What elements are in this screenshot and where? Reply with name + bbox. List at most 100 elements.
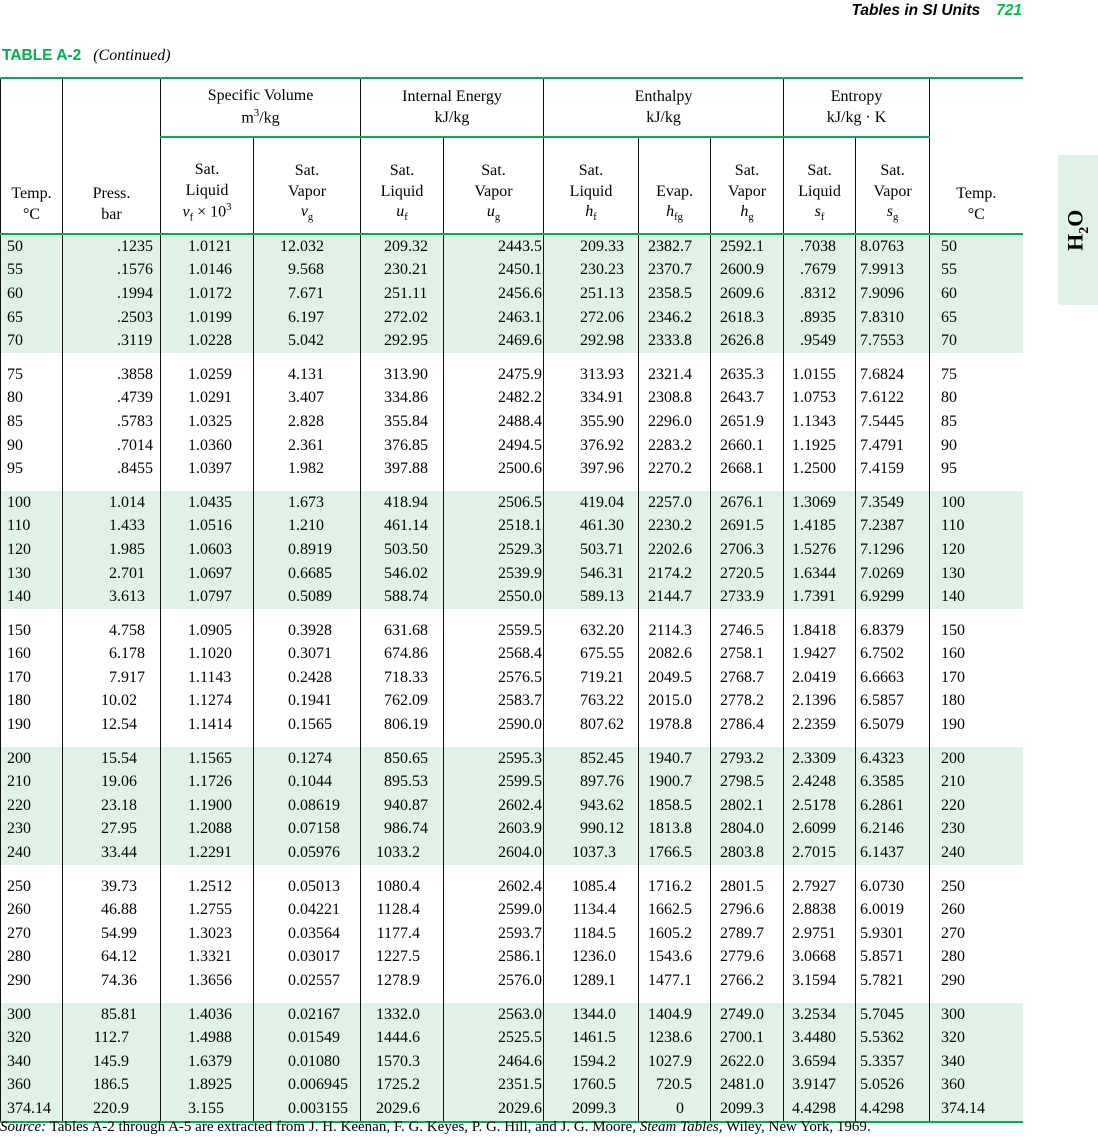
cell-hf: 943.62	[543, 794, 639, 818]
gap-cell	[360, 864, 444, 875]
cell-hf: 397.96	[543, 457, 639, 481]
cell-uf: 418.94	[360, 490, 444, 515]
gap-cell	[710, 992, 784, 1003]
cell-hfg: 2296.0	[638, 410, 711, 434]
cell-hf: 1289.1	[543, 969, 639, 993]
cell-vg: 0.3071	[253, 642, 361, 667]
col-header-pressure: Press. bar	[62, 78, 161, 235]
table-row: 160 6.178 1.1020 0.3071 674.86 2568.4 675.55 20…	[1, 642, 1023, 667]
cell-uf: 1278.9	[360, 969, 444, 993]
cell-hfg: 2114.3	[638, 618, 711, 643]
cell-hfg: 2382.7	[638, 234, 711, 259]
sub-header-hf: Sat. Liquid hf	[543, 137, 639, 235]
cell-vg: 12.032	[253, 234, 361, 259]
cell-sf: .8935	[783, 305, 856, 330]
cell-vf: 1.0146	[160, 258, 254, 283]
cell-temp-right: 300	[929, 1002, 1023, 1027]
cell-hg: 2720.5	[710, 561, 784, 586]
cell-ug: 2494.5	[442, 433, 544, 458]
cell-uf: 2029.6	[360, 1097, 444, 1122]
press-unit: bar	[101, 205, 122, 223]
gap-cell	[442, 736, 544, 747]
gap-cell	[638, 352, 711, 363]
cell-temp-left: 110	[0, 514, 63, 539]
gap-cell	[929, 736, 1023, 747]
table-row: 150 4.758 1.0905 0.3928 631.68 2559.5 632.20 21…	[1, 618, 1023, 643]
cell-vf: 1.0360	[160, 433, 254, 458]
cell-temp-right: 65	[929, 305, 1023, 330]
cell-vg: 0.8919	[253, 538, 361, 562]
cell-vf: 1.0603	[160, 538, 254, 562]
group-header-entropy: Entropy kJ/kg · K	[783, 78, 930, 138]
cell-ug: 2550.0	[442, 585, 544, 609]
cell-hfg: 1940.7	[638, 746, 711, 771]
cell-hg: 2803.8	[710, 841, 784, 865]
table-row: 100 1.014 1.0435 1.673 418.94 2506.5 419.04 225…	[0, 490, 1023, 515]
cell-pressure: 1.433	[62, 514, 161, 539]
cell-hf: 313.93	[543, 362, 639, 387]
cell-vg: 0.006945	[253, 1073, 361, 1098]
cell-pressure: 33.44	[62, 841, 161, 865]
table-row: 260 46.88 1.2755 0.04221 1128.4 2599.0 1134.4 1…	[1, 898, 1023, 923]
table-row: 130 2.701 1.0697 0.6685 546.02 2539.9 546.31 21…	[0, 561, 1023, 586]
cell-temp-left: 250	[7, 877, 31, 895]
cell-vg: 1.210	[253, 514, 361, 539]
cell-sf: 3.9147	[783, 1073, 856, 1098]
cell-temp-left: 95	[7, 460, 23, 478]
cell-pressure: .1576	[62, 258, 161, 283]
cell-hf: 1344.0	[543, 1002, 639, 1027]
cell-vf: 1.2755	[160, 898, 254, 923]
cell-pressure: 12.54	[62, 713, 161, 737]
cell-sf: 1.8418	[783, 618, 856, 643]
cell-temp-right: 180	[929, 689, 1023, 714]
cell-vf: 1.1020	[160, 642, 254, 667]
cell-uf: 1128.4	[360, 898, 444, 923]
cell-sg: 7.2387	[855, 514, 930, 539]
cell-vf: 1.1414	[160, 713, 254, 737]
cell-vg: 0.02557	[253, 969, 361, 993]
cell-ug: 2469.6	[442, 329, 544, 353]
cell-hg: 2609.6	[710, 282, 784, 306]
cell-hfg: 1900.7	[638, 770, 711, 795]
cell-sf: 2.8838	[783, 898, 856, 923]
running-head-title: Tables in SI Units	[851, 2, 981, 19]
cell-sg: 7.4159	[855, 457, 930, 481]
cell-hfg: 2144.7	[638, 585, 711, 609]
cell-hf: 763.22	[543, 689, 639, 714]
cell-hf: 807.62	[543, 713, 639, 737]
cell-vf: 1.4036	[160, 1002, 254, 1027]
table-row: 360 186.5 1.8925 0.006945 1725.2 2351.5 1760.5…	[0, 1073, 1023, 1098]
cell-sg: 5.7821	[855, 969, 930, 993]
cell-hfg: 2321.4	[638, 362, 711, 387]
row-group: 75 .3858 1.0259 4.131 313.90 2475.9 313.93 2321…	[1, 362, 1023, 481]
cell-pressure: .1994	[62, 282, 161, 306]
group-gap	[0, 480, 1023, 491]
cell-pressure: 19.06	[62, 770, 161, 795]
cell-hf: 897.76	[543, 770, 639, 795]
cell-vg: 1.673	[253, 490, 361, 515]
gap-cell	[0, 736, 63, 747]
cell-temp-left: 140	[0, 585, 63, 609]
cell-temp-left: 270	[7, 924, 31, 942]
cell-ug: 2450.1	[442, 258, 544, 283]
cell-pressure: 220.9	[62, 1097, 161, 1122]
cell-pressure: .2503	[62, 305, 161, 330]
cell-ug: 2599.5	[442, 770, 544, 795]
cell-temp-right: 55	[929, 258, 1023, 283]
cell-vf: 1.4988	[160, 1026, 254, 1050]
cell-vf: 1.1726	[160, 770, 254, 795]
cell-ug: 2464.6	[442, 1050, 544, 1074]
gap-cell	[929, 480, 1023, 491]
cell-pressure: .8455	[62, 457, 161, 481]
cell-sg: 7.3549	[855, 490, 930, 515]
cell-vg: 0.03564	[253, 922, 361, 946]
cell-sf: .7679	[783, 258, 856, 283]
gap-cell	[710, 736, 784, 747]
cell-temp-right: 100	[929, 490, 1023, 515]
cell-pressure: 10.02	[62, 689, 161, 714]
gap-cell	[160, 736, 254, 747]
cell-hg: 2691.5	[710, 514, 784, 539]
cell-sg: 6.5857	[855, 689, 930, 714]
table-row: 250 39.73 1.2512 0.05013 1080.4 2602.4 1085.4 1…	[1, 874, 1023, 899]
cell-sg: 6.4323	[855, 746, 930, 771]
